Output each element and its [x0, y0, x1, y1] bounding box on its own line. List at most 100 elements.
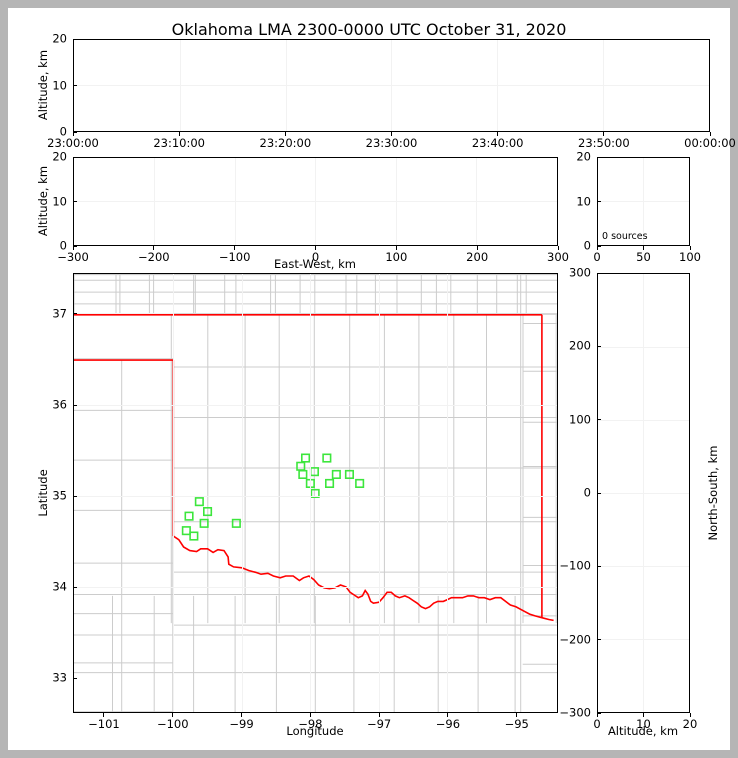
source-histogram-yticklabel: 20 — [576, 149, 591, 164]
map-yticklabel: 36 — [52, 397, 67, 412]
ok-border-red-river — [172, 535, 554, 622]
source-histogram-xtick — [596, 246, 598, 250]
map-xtick — [447, 713, 449, 717]
map-gridline-h — [74, 495, 557, 497]
map-xticklabel: −101 — [88, 717, 120, 731]
east-west-xticklabel: 200 — [466, 250, 489, 264]
map-geometry — [74, 274, 557, 712]
east-west-xticklabel: −300 — [57, 250, 89, 264]
north-south-yticklabel: −100 — [559, 558, 591, 573]
north-south-xtick — [596, 713, 598, 717]
north-south-yticklabel: −300 — [559, 705, 591, 720]
source-histogram-ytick — [597, 156, 601, 158]
north-south-xtick — [643, 713, 644, 717]
lma-source-marker — [203, 507, 213, 517]
east-west-xtick — [476, 246, 478, 250]
time-height-gridline-h — [74, 85, 709, 87]
map-gridline-h — [74, 586, 557, 588]
time-height-xtick — [72, 132, 74, 136]
east-west-ytick — [73, 201, 77, 202]
map-ytick — [73, 586, 77, 588]
source-histogram-xtick — [643, 246, 644, 250]
north-south-xticklabel: 0 — [593, 717, 601, 731]
lma-source-marker — [231, 518, 241, 528]
map-gridline-v — [173, 274, 175, 712]
north-south-gridline-h — [598, 638, 689, 640]
north-south-gridline-h — [598, 565, 689, 567]
map-ytick — [73, 313, 77, 315]
map-xtick — [378, 713, 380, 717]
east-west-xticklabel: −200 — [138, 250, 170, 264]
east-west-xtick — [315, 246, 316, 250]
page-title: Oklahoma LMA 2300-0000 UTC October 31, 2… — [171, 20, 567, 39]
east-west-xtick — [395, 246, 397, 250]
map-gridline-v — [241, 274, 243, 712]
east-west-xlabel: East-West, km — [274, 257, 356, 271]
source-histogram-xticklabel: 0 — [593, 250, 601, 264]
lma-source-marker — [331, 469, 341, 479]
lma-source-marker — [344, 469, 355, 479]
map-yticklabel: 34 — [52, 579, 67, 594]
lma-source-marker — [199, 518, 209, 528]
time-height-xticklabel: 23:40:00 — [471, 136, 524, 150]
east-west-xticklabel: −100 — [218, 250, 251, 264]
source-histogram-panel[interactable] — [597, 157, 690, 246]
time-height-yticklabel: 0 — [59, 124, 67, 139]
time-height-xtick — [709, 132, 711, 136]
map-xtick — [241, 713, 243, 717]
north-south-gridline-h — [598, 492, 689, 494]
east-west-xticklabel: 0 — [311, 250, 320, 264]
lma-source-marker — [296, 461, 306, 471]
lma-source-markers — [181, 453, 365, 541]
map-ylabel: Latitude — [36, 469, 50, 517]
east-west-gridline-h — [74, 201, 557, 203]
time-height-panel[interactable] — [73, 39, 710, 132]
north-south-yticklabel: 300 — [569, 265, 591, 280]
north-south-ylabel: North-South, km — [706, 445, 720, 541]
time-height-xticklabel: 23:50:00 — [578, 136, 630, 150]
east-west-ylabel: Altitude, km — [36, 165, 50, 237]
lma-source-marker — [189, 531, 199, 541]
source-histogram-yticklabel: 10 — [576, 193, 591, 208]
map-xticklabel: −96 — [435, 717, 461, 731]
east-west-yticklabel: 10 — [52, 193, 67, 208]
lma-source-marker — [325, 478, 335, 488]
time-height-ytick — [73, 85, 77, 86]
map-xtick — [172, 713, 174, 717]
map-ytick — [73, 677, 77, 679]
time-height-xticklabel: 23:00:00 — [47, 136, 99, 150]
north-south-yticklabel: 100 — [569, 411, 591, 426]
time-height-yticklabel: 20 — [52, 31, 67, 46]
east-west-yticklabel: 0 — [59, 238, 67, 253]
source-histogram-yticklabel: 0 — [583, 238, 591, 253]
time-height-xtick — [497, 132, 499, 136]
map-xtick — [103, 713, 105, 717]
time-height-xtick — [284, 132, 286, 136]
source-histogram-ytick — [597, 245, 601, 247]
lma-source-marker — [181, 526, 191, 536]
east-west-xticklabel: 300 — [547, 250, 569, 264]
north-south-yticklabel: 200 — [569, 338, 591, 353]
east-west-yticklabel: 20 — [52, 149, 67, 164]
lma-source-marker — [322, 453, 332, 463]
map-gridline-v — [378, 274, 380, 712]
east-west-xticklabel: 100 — [385, 250, 408, 264]
lma-source-marker — [310, 488, 320, 498]
east-west-altitude-panel[interactable] — [73, 157, 558, 246]
source-histogram-gridline-h — [598, 201, 689, 203]
east-west-ytick — [73, 156, 77, 158]
plan-view-map-panel[interactable] — [73, 273, 558, 713]
time-height-xticklabel: 23:10:00 — [153, 136, 205, 150]
map-xticklabel: −98 — [298, 717, 323, 731]
map-xticklabel: −97 — [366, 717, 392, 731]
source-histogram-xtick — [689, 246, 691, 250]
lma-source-marker — [184, 511, 194, 521]
map-xticklabel: −95 — [504, 717, 529, 731]
north-south-ytick — [597, 712, 601, 714]
source-count-label: 0 sources — [602, 231, 648, 242]
lma-source-marker — [194, 497, 204, 507]
north-south-ytick — [597, 419, 601, 421]
north-south-altitude-panel[interactable] — [597, 273, 690, 713]
north-south-xlabel: Altitude, km — [607, 724, 679, 738]
time-height-xtick — [178, 132, 180, 136]
